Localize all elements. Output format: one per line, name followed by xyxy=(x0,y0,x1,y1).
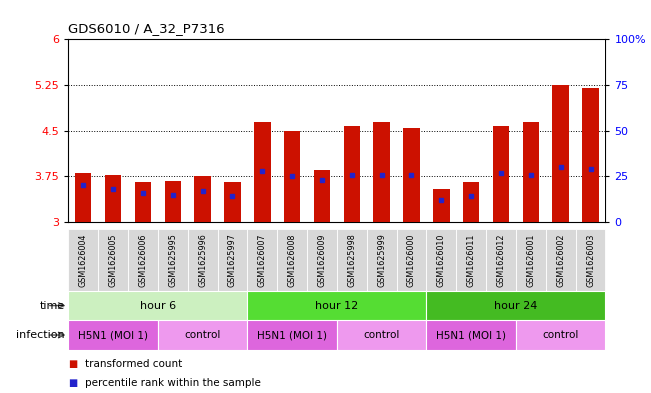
Text: GSM1625999: GSM1625999 xyxy=(377,233,386,287)
Text: GSM1626006: GSM1626006 xyxy=(139,233,147,286)
Bar xyxy=(135,182,151,222)
Text: control: control xyxy=(184,330,221,340)
Text: hour 24: hour 24 xyxy=(494,301,538,310)
Text: GSM1626007: GSM1626007 xyxy=(258,233,267,286)
Text: control: control xyxy=(363,330,400,340)
Bar xyxy=(284,130,300,222)
Text: H5N1 (MOI 1): H5N1 (MOI 1) xyxy=(257,330,327,340)
Text: GSM1626005: GSM1626005 xyxy=(109,233,118,286)
Bar xyxy=(426,291,605,320)
Bar xyxy=(516,229,546,291)
Text: time: time xyxy=(40,301,65,310)
Bar xyxy=(307,229,337,291)
Text: GSM1625996: GSM1625996 xyxy=(198,233,207,287)
Bar xyxy=(68,291,247,320)
Bar xyxy=(68,229,98,291)
Text: percentile rank within the sample: percentile rank within the sample xyxy=(85,378,260,388)
Text: control: control xyxy=(542,330,579,340)
Text: GSM1626010: GSM1626010 xyxy=(437,233,446,286)
Text: GSM1626001: GSM1626001 xyxy=(527,233,535,286)
Bar xyxy=(217,229,247,291)
Bar xyxy=(68,320,158,350)
Text: H5N1 (MOI 1): H5N1 (MOI 1) xyxy=(78,330,148,340)
Bar xyxy=(456,229,486,291)
Bar xyxy=(337,229,367,291)
Text: GSM1626009: GSM1626009 xyxy=(318,233,326,286)
Text: GSM1626004: GSM1626004 xyxy=(79,233,88,286)
Bar xyxy=(247,229,277,291)
Bar xyxy=(403,128,420,222)
Bar xyxy=(224,182,241,222)
Bar xyxy=(75,173,92,222)
Bar xyxy=(98,229,128,291)
Bar xyxy=(158,229,187,291)
Bar xyxy=(463,182,479,222)
Bar xyxy=(247,320,337,350)
Text: hour 12: hour 12 xyxy=(315,301,359,310)
Text: GSM1626012: GSM1626012 xyxy=(497,233,505,286)
Text: ■: ■ xyxy=(68,360,77,369)
Text: H5N1 (MOI 1): H5N1 (MOI 1) xyxy=(436,330,506,340)
Text: hour 6: hour 6 xyxy=(140,301,176,310)
Text: ■: ■ xyxy=(68,378,77,388)
Bar xyxy=(433,189,450,222)
Bar xyxy=(165,181,181,222)
Text: GSM1626002: GSM1626002 xyxy=(556,233,565,286)
Bar xyxy=(105,175,121,222)
Bar xyxy=(314,170,330,222)
Bar xyxy=(516,320,605,350)
Bar xyxy=(337,320,426,350)
Bar xyxy=(582,88,599,222)
Bar xyxy=(553,85,569,222)
Text: GSM1625995: GSM1625995 xyxy=(169,233,177,287)
Text: GSM1625998: GSM1625998 xyxy=(348,233,356,287)
Bar xyxy=(575,229,605,291)
Text: GSM1626000: GSM1626000 xyxy=(407,233,416,286)
Bar xyxy=(247,291,426,320)
Text: GSM1625997: GSM1625997 xyxy=(228,233,237,287)
Bar xyxy=(486,229,516,291)
Bar xyxy=(254,121,271,222)
Bar xyxy=(195,176,211,222)
Bar xyxy=(523,121,539,222)
Text: transformed count: transformed count xyxy=(85,360,182,369)
Bar xyxy=(367,229,396,291)
Bar xyxy=(493,126,509,222)
Bar xyxy=(344,126,360,222)
Bar xyxy=(374,121,390,222)
Bar xyxy=(426,320,516,350)
Bar xyxy=(277,229,307,291)
Bar xyxy=(396,229,426,291)
Bar xyxy=(187,229,217,291)
Bar xyxy=(426,229,456,291)
Bar xyxy=(128,229,158,291)
Text: GSM1626008: GSM1626008 xyxy=(288,233,297,286)
Text: infection: infection xyxy=(16,330,65,340)
Bar xyxy=(546,229,575,291)
Text: GDS6010 / A_32_P7316: GDS6010 / A_32_P7316 xyxy=(68,22,225,35)
Text: GSM1626003: GSM1626003 xyxy=(586,233,595,286)
Text: GSM1626011: GSM1626011 xyxy=(467,233,476,286)
Bar xyxy=(158,320,247,350)
